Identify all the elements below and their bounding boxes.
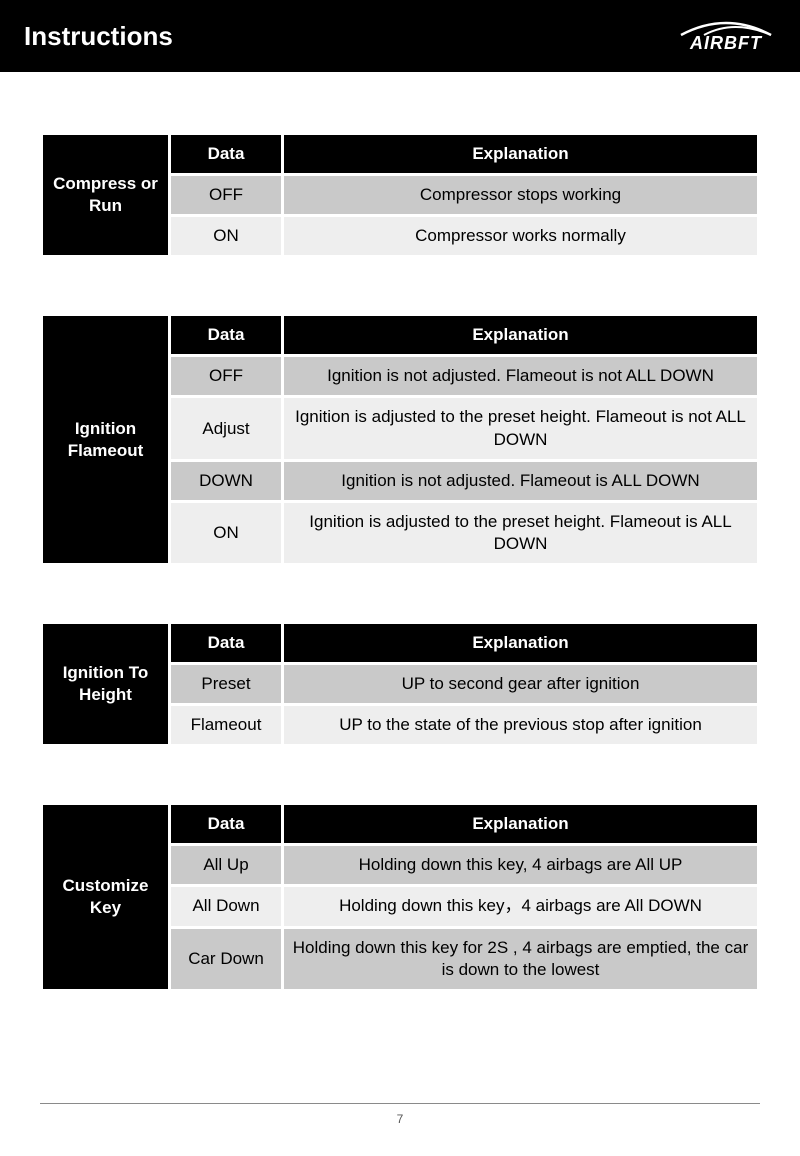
cell-data: OFF [171, 357, 281, 395]
cell-exp: Compressor stops working [284, 176, 757, 214]
cell-exp: Ignition is not adjusted. Flameout is AL… [284, 462, 757, 500]
cell-exp: Holding down this key, 4 airbags are All… [284, 846, 757, 884]
footer-divider [40, 1103, 760, 1104]
cell-data: Flameout [171, 706, 281, 744]
page-title: Instructions [24, 21, 173, 52]
col-header-explanation: Explanation [284, 624, 757, 662]
cell-data: Preset [171, 665, 281, 703]
logo: AIRBFT [676, 19, 776, 54]
cell-data: ON [171, 217, 281, 255]
row-label-ignition-flameout: Ignition Flameout [43, 316, 168, 563]
table-ignition-flameout: Ignition Flameout Data Explanation OFF I… [40, 313, 760, 566]
cell-data: Adjust [171, 398, 281, 458]
row-label-ignition-to-height: Ignition To Height [43, 624, 168, 744]
col-header-explanation: Explanation [284, 316, 757, 354]
cell-exp: Ignition is adjusted to the preset heigh… [284, 398, 757, 458]
header-bar: Instructions AIRBFT [0, 0, 800, 72]
cell-data: All Down [171, 887, 281, 925]
cell-data: OFF [171, 176, 281, 214]
footer: 7 [0, 1103, 800, 1126]
page-number: 7 [0, 1112, 800, 1126]
table-customize-key: Customize Key Data Explanation All Up Ho… [40, 802, 760, 991]
col-header-data: Data [171, 805, 281, 843]
table-ignition-to-height: Ignition To Height Data Explanation Pres… [40, 621, 760, 747]
cell-data: All Up [171, 846, 281, 884]
table-compressor: Compress or Run Data Explanation OFF Com… [40, 132, 760, 258]
col-header-data: Data [171, 135, 281, 173]
row-label-compressor: Compress or Run [43, 135, 168, 255]
cell-exp: Ignition is adjusted to the preset heigh… [284, 503, 757, 563]
content: Compress or Run Data Explanation OFF Com… [0, 72, 800, 992]
cell-exp: Holding down this key，4 airbags are All … [284, 887, 757, 925]
col-header-explanation: Explanation [284, 805, 757, 843]
col-header-data: Data [171, 624, 281, 662]
cell-data: ON [171, 503, 281, 563]
logo-text: AIRBFT [690, 33, 762, 54]
row-label-customize-key: Customize Key [43, 805, 168, 988]
col-header-data: Data [171, 316, 281, 354]
cell-data: DOWN [171, 462, 281, 500]
cell-data: Car Down [171, 929, 281, 989]
cell-exp: UP to the state of the previous stop aft… [284, 706, 757, 744]
cell-exp: Ignition is not adjusted. Flameout is no… [284, 357, 757, 395]
cell-exp: Compressor works normally [284, 217, 757, 255]
cell-exp: Holding down this key for 2S , 4 airbags… [284, 929, 757, 989]
cell-exp: UP to second gear after ignition [284, 665, 757, 703]
col-header-explanation: Explanation [284, 135, 757, 173]
